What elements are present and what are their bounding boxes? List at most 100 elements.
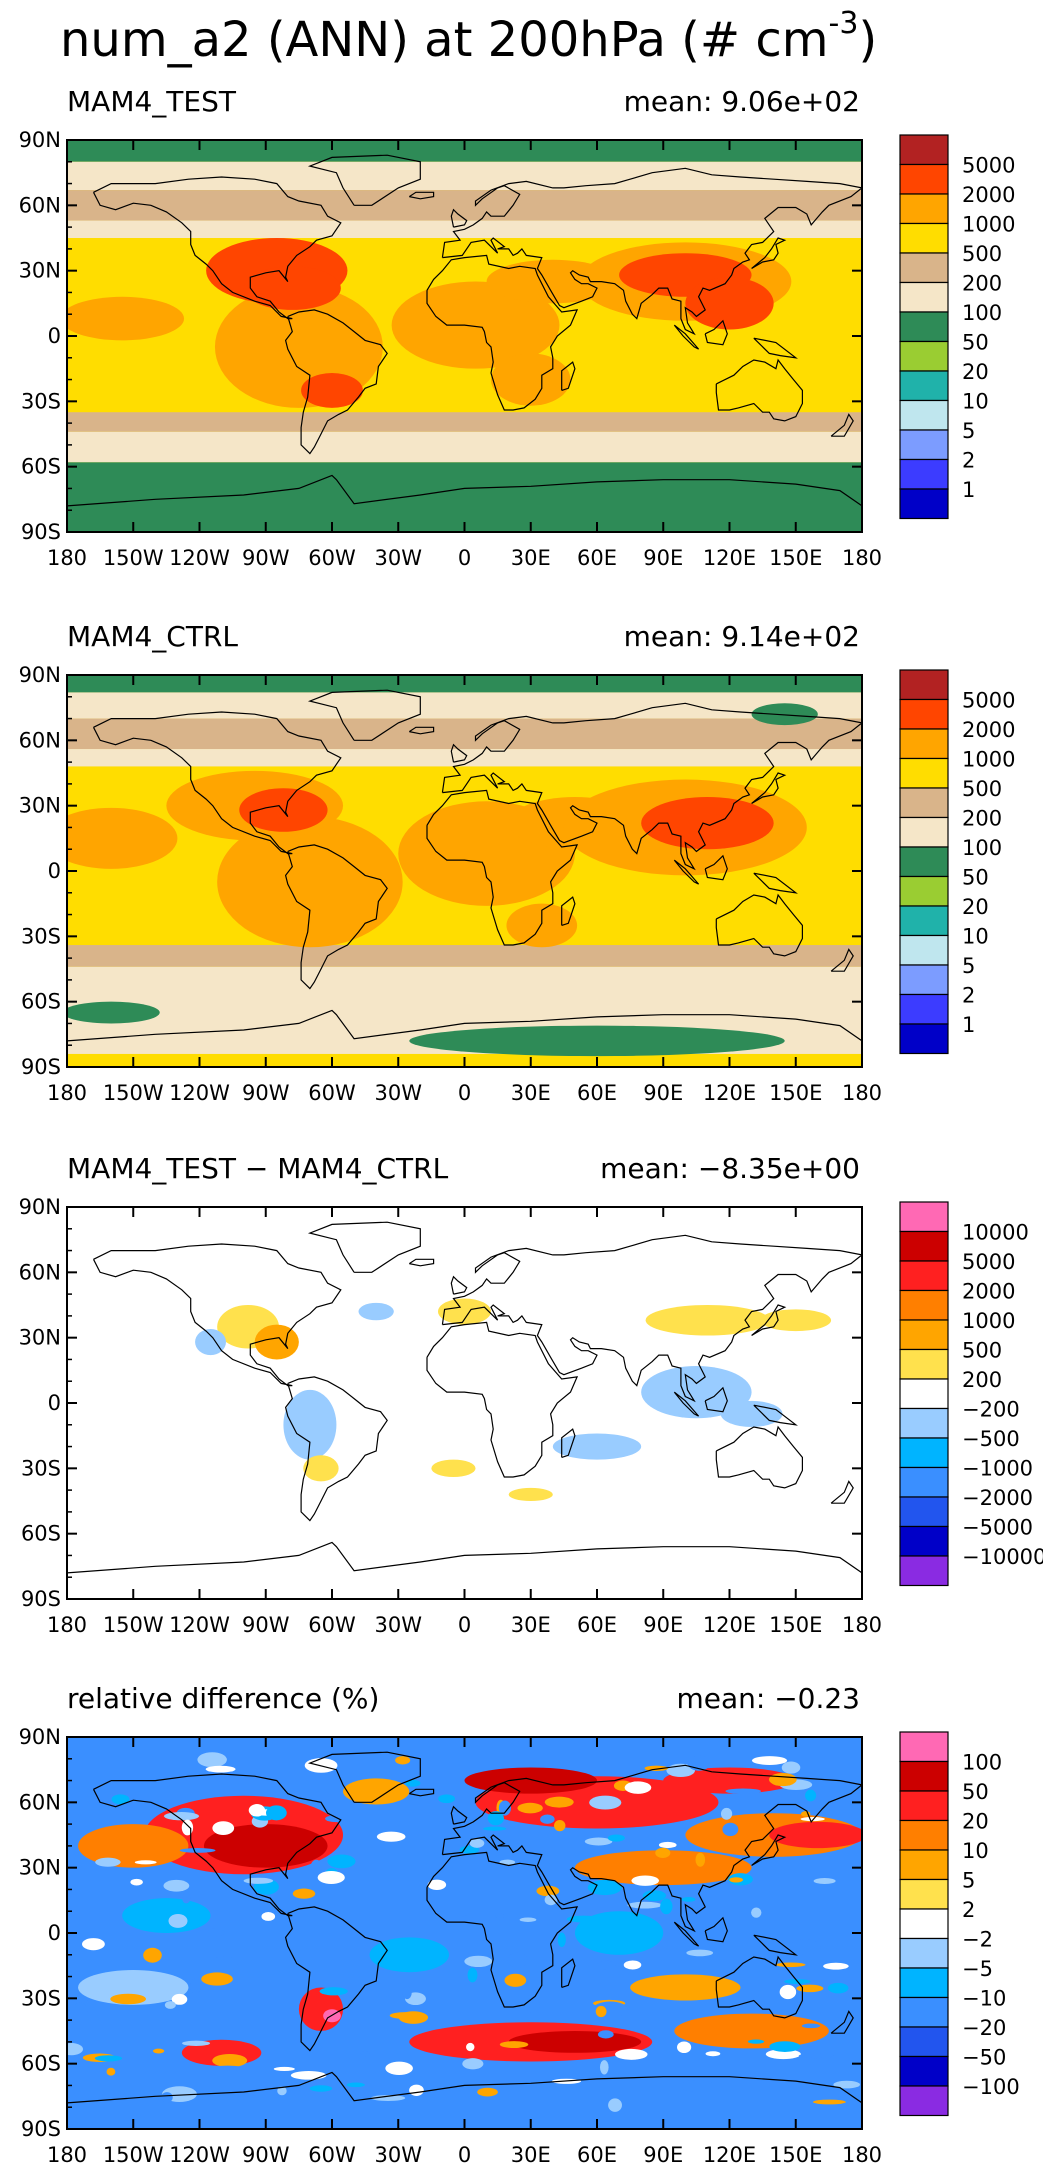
field-speckle [517,1802,543,1814]
field-region [552,1433,642,1460]
x-tick-label: 60W [308,1081,356,1105]
y-tick-label: 30N [19,794,61,818]
field-speckle [210,1956,238,1972]
field-speckle [161,2092,173,2103]
colorbar-label: 1000 [962,1309,1015,1333]
field-speckle [327,1854,356,1869]
field-speckle [179,1848,216,1853]
colorbar-box [899,728,949,760]
field-speckle [789,1939,821,1955]
colorbar-box [899,1437,949,1469]
x-tick-label: 30E [511,1081,551,1105]
x-tick-label: 180 [842,1081,882,1105]
field-speckle [164,2001,176,2009]
field-speckle [370,2094,406,2102]
field-speckle [729,1877,744,1883]
coastline [441,167,862,336]
coastline [450,743,468,763]
x-tick-label: 180 [47,2143,87,2167]
coastline [830,1480,854,1504]
colorbar-label: 2 [962,984,975,1008]
x-tick-label: 150W [103,1081,164,1105]
x-tick-label: 180 [842,2143,882,2167]
field-speckle [525,1997,540,2013]
field-speckle [679,2079,715,2092]
x-tick-label: 0 [458,1613,471,1637]
colorbar-label: −5 [962,1957,993,1981]
colorbar-label: 5000 [962,154,1015,178]
x-tick-label: 30W [375,1081,423,1105]
field-speckle [163,1879,190,1892]
coastline [92,711,342,855]
colorbar-label: 100 [962,1751,1002,1775]
field-region [431,1459,476,1478]
field-speckle [395,1756,411,1765]
coastline [715,1955,803,2019]
coastline [753,1934,798,1956]
colorbar-box [899,787,949,819]
y-tick-label: 30N [19,259,61,283]
colorbar-box [899,1908,949,1940]
field-speckle [695,1852,706,1867]
x-tick-label: 90W [242,546,290,570]
colorbar-label: −2 [962,1928,993,1952]
field-region [243,266,341,310]
field-region [67,296,185,341]
coastline [704,1386,728,1413]
colorbar-box [899,1496,949,1528]
field-speckle [205,1765,236,1773]
field-region [122,1898,211,1933]
coastline [441,1234,862,1403]
field-speckle [681,1897,696,1902]
field-region [760,1309,832,1332]
field-region [67,431,862,463]
colorbar-box [899,1466,949,1498]
x-tick-label: 30W [375,2143,423,2167]
x-tick-label: 90E [643,1081,683,1105]
coastline [450,208,468,228]
field-speckle [827,1982,849,1994]
x-tick-label: 150W [103,2143,164,2167]
colorbar-label: 1000 [962,213,1015,237]
colorbar: 10000 5000 2000 1000 500 200 −200 −500 −1000 −200… [899,1201,1043,1587]
field-speckle [273,2066,295,2072]
field-speckle [584,1837,613,1846]
x-tick-label: 30W [375,546,423,570]
colorbar-box [899,1878,949,1910]
field-region [769,1821,862,1849]
field-speckle [607,1834,625,1842]
y-tick-label: 0 [48,859,61,883]
x-tick-label: 60E [577,2143,617,2167]
colorbar-box [899,281,949,313]
x-tick-label: 180 [47,1613,87,1637]
colorbar-label: 20 [962,1810,989,1834]
x-tick-label: 120E [703,2143,756,2167]
colorbar-box [899,2055,949,2087]
field-region [283,1389,337,1460]
coastline [426,254,579,411]
field-region [67,190,862,221]
field-speckle [106,2067,116,2076]
coastline [673,324,700,350]
colorbar-box [899,311,949,343]
y-tick-label: 0 [48,1391,61,1415]
coastline [830,948,854,972]
x-tick-label: 60E [577,1081,617,1105]
field-speckle [595,2005,607,2018]
field-region [369,1937,450,1973]
field-region [391,281,560,369]
y-tick-label: 90N [19,1195,61,1219]
field-speckle [67,2043,83,2056]
colorbar-box [899,1023,949,1055]
field-speckle [769,2041,801,2052]
colorbar-box [899,488,949,520]
field-speckle [805,1789,817,1802]
field-speckle [111,1794,130,1805]
field-speckle [499,2041,529,2049]
coastline [441,1764,862,1933]
y-tick-label: 60N [19,1260,61,1284]
y-tick-label: 90S [21,1587,61,1611]
colorbar-label: 10 [962,1839,989,1863]
field-speckle [82,1938,105,1951]
colorbar-box [899,193,949,225]
